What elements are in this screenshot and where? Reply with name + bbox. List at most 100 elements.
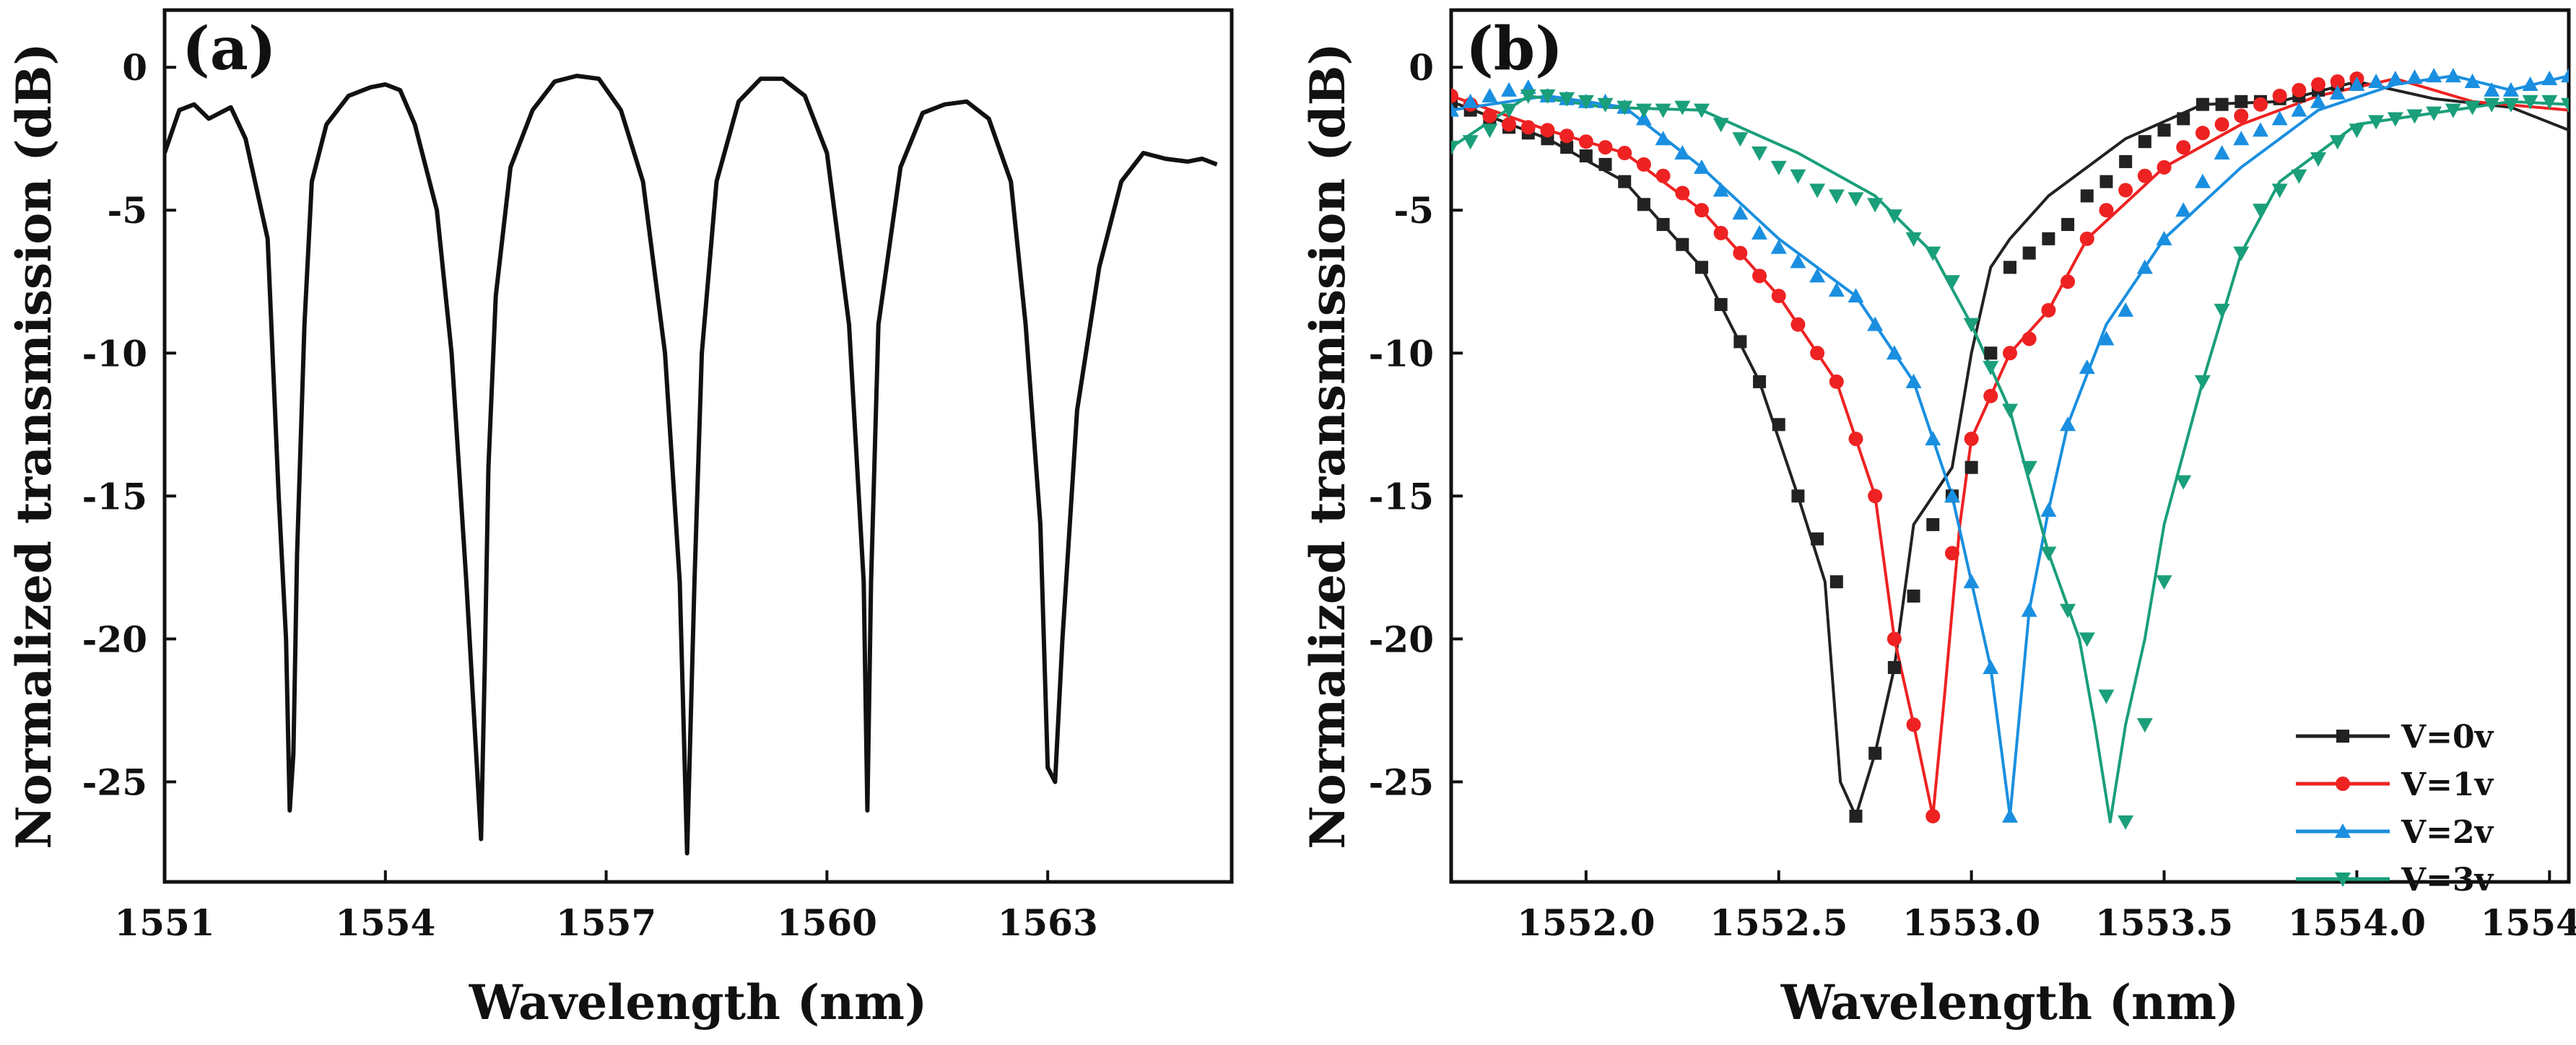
data-point [1520, 120, 1536, 135]
data-point [1770, 160, 1787, 175]
data-point [1828, 189, 1845, 204]
legend-label: V=3v [2401, 862, 2494, 898]
data-point [2041, 302, 2056, 318]
data-point [2003, 346, 2017, 361]
x-tick-label: 1557 [556, 901, 656, 944]
data-point [1752, 147, 1768, 162]
legend-marker [2335, 823, 2351, 838]
data-point [2138, 135, 2151, 149]
x-tick-label: 1553.0 [1902, 901, 2040, 944]
data-point [1636, 157, 1651, 172]
data-point [1963, 318, 1980, 333]
data-point [2271, 183, 2288, 198]
data-point [2061, 218, 2075, 232]
y-tick-label: 0 [122, 46, 147, 89]
markers-v-1v [1451, 71, 2364, 823]
data-point [2080, 189, 2094, 203]
data-point [1868, 746, 1882, 760]
data-point [1693, 103, 1710, 118]
panel-b: (b) 0-5-10-15-20-25 1552.0 1552.5 1553.0 15… [1300, 8, 2576, 1031]
data-point [2310, 93, 2327, 108]
data-point [2329, 135, 2346, 150]
data-point [1984, 346, 1998, 360]
y-tick-label: -15 [82, 475, 147, 517]
panel-b-y-axis-title: Normalized transmission (dB) [1300, 43, 1356, 849]
data-point [2118, 815, 2134, 830]
data-point [2119, 154, 2133, 168]
data-point [1502, 117, 1517, 132]
data-point [1849, 809, 1863, 823]
y-tick-label: -10 [82, 332, 147, 375]
data-point [1887, 631, 1902, 647]
data-point [1539, 89, 1556, 104]
data-point [2079, 231, 2094, 246]
legend-label: V=0v [2401, 719, 2494, 756]
data-point [1886, 345, 1902, 360]
panel-b-legend: V=0v V=1v V=2v V=3v [2296, 719, 2494, 898]
data-point [2502, 97, 2519, 113]
panel-b-y-ticks: 0 -5 -10 -15 -20 -25 [1369, 46, 1463, 803]
data-point [1451, 88, 1458, 103]
data-point [2387, 112, 2403, 127]
data-point [1983, 659, 1999, 674]
series-line-v-0v [1451, 80, 2569, 818]
data-point [2040, 502, 2057, 517]
y-tick-label: -25 [1369, 761, 1434, 803]
data-point [2194, 173, 2211, 188]
data-point [2445, 68, 2461, 83]
data-point [1655, 103, 1671, 118]
data-point [2137, 168, 2152, 183]
legend-marker [2336, 730, 2349, 743]
data-point [1501, 82, 1518, 97]
data-point [2330, 74, 2345, 89]
data-point [2099, 203, 2114, 218]
data-point [2175, 202, 2192, 217]
data-point [1714, 297, 1728, 311]
x-tick-label: 1551 [114, 901, 214, 944]
data-point [1451, 102, 1459, 117]
data-point [2426, 106, 2442, 121]
data-point [2561, 97, 2569, 113]
data-point [1944, 275, 1960, 290]
data-point [2368, 115, 2385, 130]
x-tick-label: 1553.5 [2095, 901, 2233, 944]
data-point [2329, 84, 2346, 100]
data-point [1790, 317, 1806, 332]
data-point [1828, 282, 1845, 297]
data-point [1925, 431, 1941, 446]
data-point [2233, 131, 2250, 146]
data-point [1905, 373, 1922, 388]
panel-a: (a) 0 -5 -10 -15 -20 -25 1551 1554 1557 1560 1563… [6, 8, 1234, 1031]
x-tick-label: 1552.0 [1517, 901, 1655, 944]
data-point [2214, 117, 2229, 132]
data-point [1451, 141, 1459, 156]
data-point [2464, 100, 2481, 115]
y-tick-label: -5 [107, 189, 147, 232]
data-point [1848, 192, 1864, 207]
series-line-transmission [165, 74, 1218, 856]
data-point [1616, 100, 1633, 115]
data-point [2042, 232, 2055, 245]
data-point [2271, 110, 2288, 126]
data-point [2272, 88, 2287, 103]
data-point [2502, 82, 2519, 97]
data-point [2176, 140, 2191, 155]
data-point [2118, 302, 2134, 317]
data-point [1655, 168, 1671, 183]
data-point [2253, 97, 2268, 112]
data-point [2406, 69, 2423, 84]
data-point [1790, 169, 1806, 184]
data-point [1809, 183, 1826, 198]
markers-v-2v [1451, 68, 2569, 823]
data-point [2349, 76, 2365, 91]
data-point [1848, 432, 1863, 447]
series-line-v-3v [1451, 94, 2569, 823]
panel-a-y-axis-title: Normalized transmission (dB) [6, 43, 62, 849]
data-point [2002, 808, 2018, 823]
data-point [1656, 218, 1670, 232]
y-tick-label: -5 [1393, 189, 1434, 232]
panel-a-y-ticks: 0 -5 -10 -15 -20 -25 [82, 46, 176, 803]
data-point [1560, 141, 1574, 154]
x-tick-label: 1554.0 [2288, 901, 2426, 944]
data-point [1713, 182, 1729, 197]
